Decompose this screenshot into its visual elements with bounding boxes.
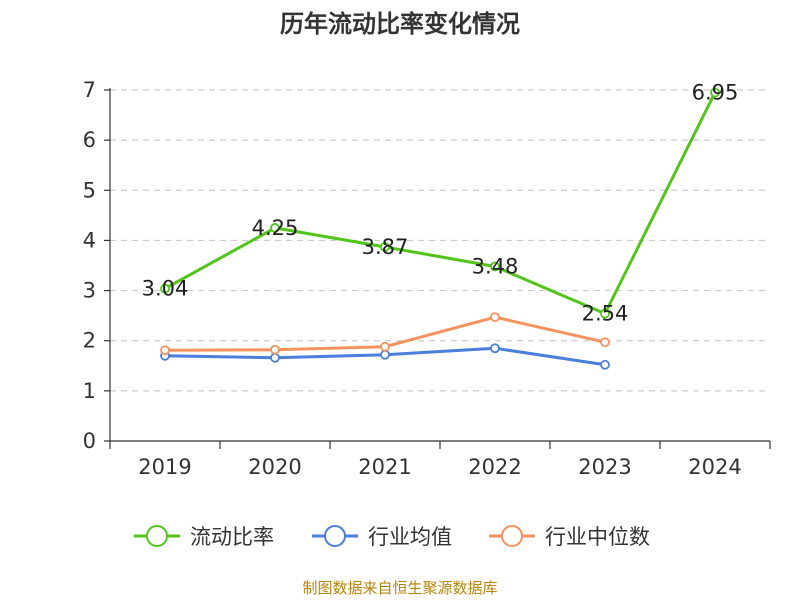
y-tick-label: 3 <box>83 279 96 303</box>
label-layer: 3.04 4.25 3.87 3.48 2.54 6.95 <box>142 81 739 326</box>
legend: 流动比率 行业均值 行业中位数 <box>134 525 650 549</box>
x-tick-label: 2024 <box>688 455 741 479</box>
data-point <box>490 312 500 323</box>
y-tick-label: 4 <box>83 228 96 252</box>
x-tick-label: 2022 <box>468 455 521 479</box>
data-point <box>160 283 170 294</box>
legend-label: 流动比率 <box>190 525 274 549</box>
data-point <box>490 343 500 354</box>
x-tick-label: 2020 <box>248 455 301 479</box>
legend-item: 行业中位数 <box>489 525 650 549</box>
legend-item: 流动比率 <box>134 525 274 549</box>
data-point <box>490 261 500 272</box>
data-point <box>380 341 390 352</box>
x-tick-label: 2021 <box>358 455 411 479</box>
y-tick-label: 0 <box>83 429 96 453</box>
x-tick-label: 2023 <box>578 455 631 479</box>
source-note: 制图数据来自恒生聚源数据库 <box>302 579 498 597</box>
y-tick-label: 6 <box>83 128 96 152</box>
data-point <box>270 344 280 355</box>
data-label: 4.25 <box>252 216 299 240</box>
legend-label: 行业均值 <box>368 525 452 549</box>
grid-layer <box>110 89 770 392</box>
series-layer <box>160 87 720 370</box>
x-tick-label: 2019 <box>138 455 191 479</box>
data-point <box>270 352 280 363</box>
legend-item: 行业均值 <box>312 525 452 549</box>
data-label: 2.54 <box>582 302 629 326</box>
data-point <box>600 359 610 370</box>
legend-label: 行业中位数 <box>545 525 650 549</box>
data-label: 3.87 <box>362 235 409 259</box>
y-tick-label: 1 <box>83 379 96 403</box>
legend-marker-icon <box>146 525 168 547</box>
data-point <box>380 242 390 252</box>
chart-title: 历年流动比率变化情况 <box>280 10 520 38</box>
y-tick-label: 5 <box>83 178 96 202</box>
series-line-0 <box>163 91 717 316</box>
data-label: 3.04 <box>142 277 189 301</box>
legend-marker-icon <box>324 525 346 547</box>
axis-layer: 0 1 2 3 4 5 6 7 2019 2020 2021 2022 2023 2024 <box>83 78 771 479</box>
data-label: 6.95 <box>692 81 739 105</box>
data-label: 3.48 <box>472 255 519 279</box>
data-point <box>600 337 610 348</box>
data-point <box>380 349 390 360</box>
y-tick-label: 7 <box>83 78 96 102</box>
data-point <box>600 308 610 319</box>
data-point <box>160 345 170 356</box>
data-point <box>710 87 720 98</box>
data-point <box>270 222 280 233</box>
legend-marker-icon <box>501 525 523 547</box>
y-tick-label: 2 <box>83 329 96 353</box>
